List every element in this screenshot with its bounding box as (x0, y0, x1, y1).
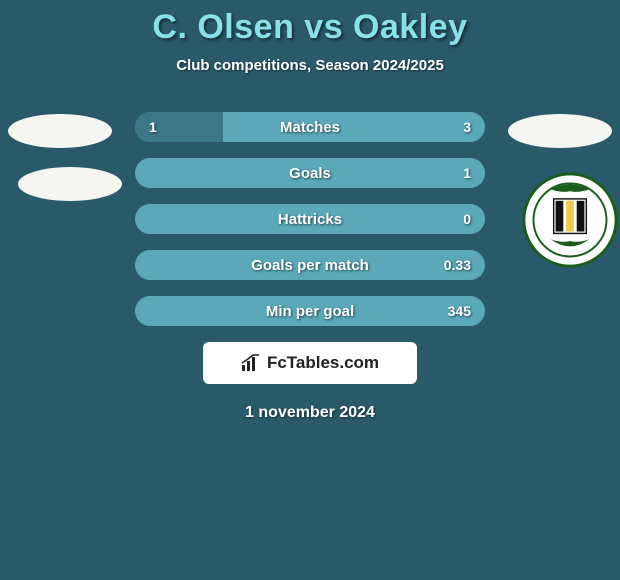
stat-row-goals: Goals 1 (135, 158, 485, 188)
stat-row-hattricks: Hattricks 0 (135, 204, 485, 234)
date-label: 1 november 2024 (0, 404, 620, 422)
watermark: FcTables.com (203, 342, 417, 384)
stat-label: Goals (135, 158, 485, 188)
watermark-text: FcTables.com (267, 353, 379, 373)
page-title: C. Olsen vs Oakley (152, 8, 467, 46)
stat-label: Hattricks (135, 204, 485, 234)
player-left-shadow (18, 167, 122, 201)
chart-icon (241, 354, 261, 372)
stat-label: Matches (135, 112, 485, 142)
stat-right-value: 3 (463, 112, 471, 142)
stat-row-min-per-goal: Min per goal 345 (135, 296, 485, 326)
stat-right-value: 0.33 (444, 250, 471, 280)
comparison-content: 1 Matches 3 Goals 1 Hattricks 0 Goals pe… (0, 112, 620, 422)
stat-right-value: 1 (463, 158, 471, 188)
stat-right-value: 345 (448, 296, 471, 326)
stat-label: Min per goal (135, 296, 485, 326)
player-left-flag (8, 114, 112, 148)
stat-row-matches: 1 Matches 3 (135, 112, 485, 142)
subtitle: Club competitions, Season 2024/2025 (0, 57, 620, 74)
stats-list: 1 Matches 3 Goals 1 Hattricks 0 Goals pe… (135, 112, 485, 326)
player-right-flag (508, 114, 612, 148)
club-badge (522, 172, 618, 268)
stat-label: Goals per match (135, 250, 485, 280)
stat-right-value: 0 (463, 204, 471, 234)
stat-row-goals-per-match: Goals per match 0.33 (135, 250, 485, 280)
